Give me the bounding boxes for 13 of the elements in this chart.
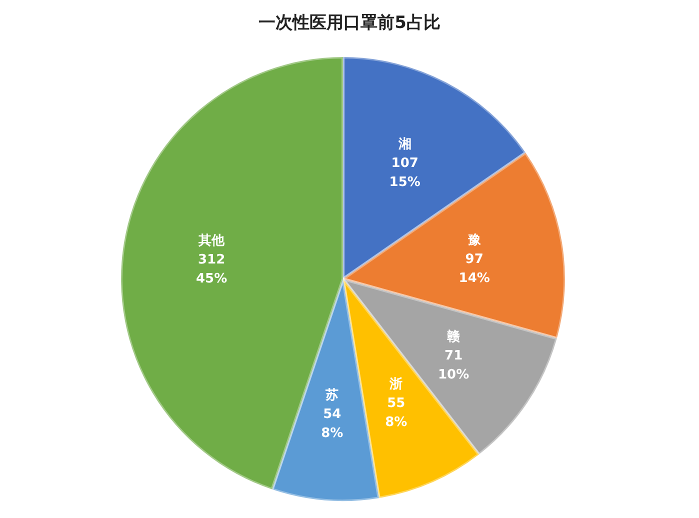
chart-title: 一次性医用口罩前5占比 <box>258 13 440 33</box>
data-label: 55 8% <box>385 396 408 430</box>
slice-label: 其他 <box>198 233 226 248</box>
slice-label: 赣 <box>446 328 460 344</box>
data-label: 107 15% <box>389 156 420 190</box>
data-label: 312 45% <box>196 252 228 286</box>
data-label: 97 14% <box>458 252 490 286</box>
data-label: 54 8% <box>321 406 344 441</box>
slice-label: 豫 <box>468 232 482 248</box>
slice-label: 苏 <box>324 388 339 403</box>
slice-label: 浙 <box>388 377 403 392</box>
data-label: 71 10% <box>438 348 470 382</box>
slice-label: 湘 <box>397 137 412 152</box>
